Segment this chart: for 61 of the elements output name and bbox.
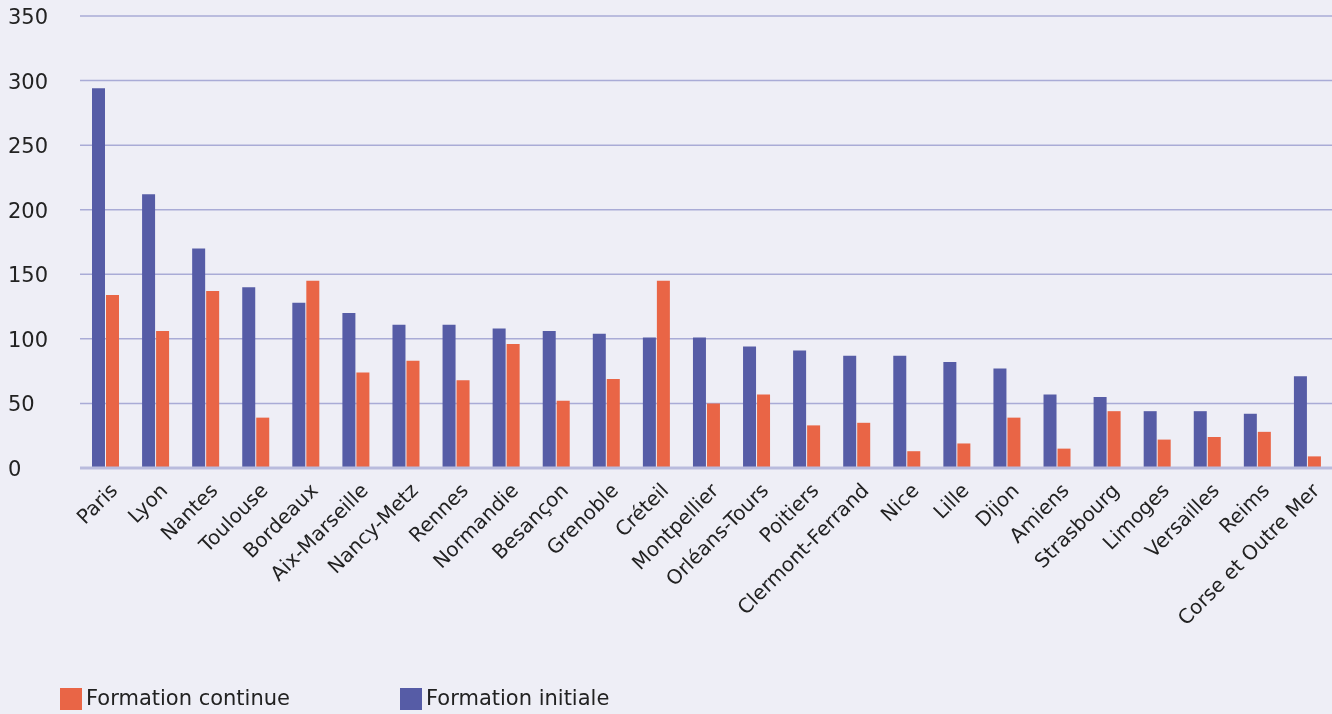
bar xyxy=(442,324,456,468)
bar xyxy=(256,417,270,468)
bar xyxy=(142,194,156,468)
bar xyxy=(1293,376,1307,468)
bar xyxy=(192,248,206,468)
legend-label: Formation continue xyxy=(86,686,290,710)
bar xyxy=(907,451,921,468)
bar xyxy=(743,346,757,468)
bar xyxy=(1057,448,1071,468)
y-tick-label: 100 xyxy=(8,327,49,352)
bar xyxy=(292,302,306,468)
bar xyxy=(1143,411,1157,468)
y-tick-label: 0 xyxy=(8,457,22,481)
bar xyxy=(592,333,606,468)
bar xyxy=(92,88,105,468)
bar xyxy=(793,350,807,468)
bar xyxy=(656,280,670,468)
bar xyxy=(857,422,871,468)
bar xyxy=(1257,431,1271,468)
y-tick-label: 50 xyxy=(8,392,35,417)
bar xyxy=(242,287,256,468)
bar xyxy=(692,337,706,468)
bar xyxy=(1207,437,1221,468)
bar xyxy=(456,380,470,468)
bar xyxy=(993,368,1007,468)
bar xyxy=(1107,411,1121,468)
y-tick-label: 200 xyxy=(8,198,49,223)
bar xyxy=(342,313,356,468)
bar xyxy=(1193,411,1207,468)
bar xyxy=(1007,417,1021,468)
bar xyxy=(556,400,570,468)
bar xyxy=(206,291,220,468)
bar xyxy=(943,362,957,468)
bar xyxy=(506,344,520,468)
bar xyxy=(356,372,370,468)
y-tick-label: 250 xyxy=(8,134,49,159)
bar xyxy=(406,360,420,468)
bar xyxy=(706,403,720,468)
bar xyxy=(156,331,170,468)
bar xyxy=(1157,439,1171,468)
bar xyxy=(492,328,506,468)
y-tick-label: 150 xyxy=(8,263,49,288)
bar xyxy=(606,378,620,468)
bar xyxy=(757,394,771,468)
bar xyxy=(1093,396,1107,468)
bar xyxy=(642,337,656,468)
bar xyxy=(392,324,406,468)
x-tick-label: Lille xyxy=(928,478,974,524)
bar xyxy=(893,355,907,468)
bar xyxy=(1307,456,1321,468)
y-tick-label: 300 xyxy=(8,69,49,94)
bar xyxy=(542,331,556,468)
bar xyxy=(1243,413,1257,468)
bar xyxy=(807,425,821,468)
legend-label: Formation initiale xyxy=(425,686,610,710)
bar xyxy=(843,355,857,468)
bar xyxy=(1043,394,1057,468)
bar xyxy=(306,280,320,468)
y-tick-label: 350 xyxy=(8,5,49,29)
bar xyxy=(106,294,119,468)
bar xyxy=(957,443,971,468)
